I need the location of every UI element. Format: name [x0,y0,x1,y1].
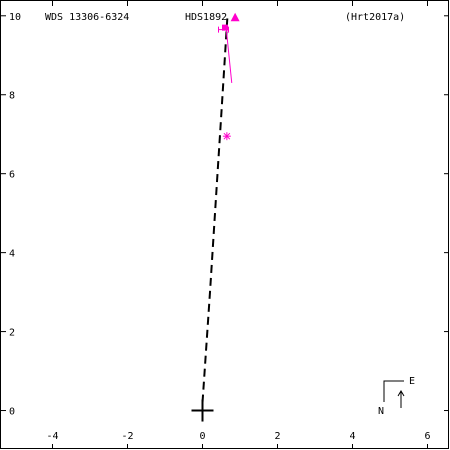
compass-north-label: N [378,406,384,417]
x-tick-label: 0 [199,431,205,442]
x-tick-label: -4 [46,431,58,442]
x-tick-label: -2 [121,431,133,442]
compass-arrow-head [397,390,405,397]
orbit-layer [191,13,229,422]
observation-star [222,132,231,141]
orbit-path [201,13,229,403]
compass: N E [378,376,415,417]
observation-triangle [230,12,240,22]
y-tick-label: 6 [9,170,15,181]
y-tick-label: 0 [9,407,15,418]
x-tick-label: 2 [274,431,280,442]
y-tick-label: 4 [9,249,15,260]
x-tick-label: 4 [349,431,355,442]
observation-errorbar [218,26,229,33]
compass-east-label: E [409,376,415,387]
x-tick-label: 6 [424,431,430,442]
residual-line [225,27,233,83]
discoverer-label: HDS1892 [185,12,227,23]
observation-square [222,24,228,31]
y-tick-label: 2 [9,328,15,339]
wds-label: WDS 13306-6324 [45,12,129,23]
y-tick-label: 10 [9,12,21,23]
y-tick-label: 8 [9,91,15,102]
reference-label: (Hrt2017a) [345,12,405,23]
star-stroke [223,132,231,140]
observations-layer [218,12,240,141]
compass-frame [383,380,404,402]
